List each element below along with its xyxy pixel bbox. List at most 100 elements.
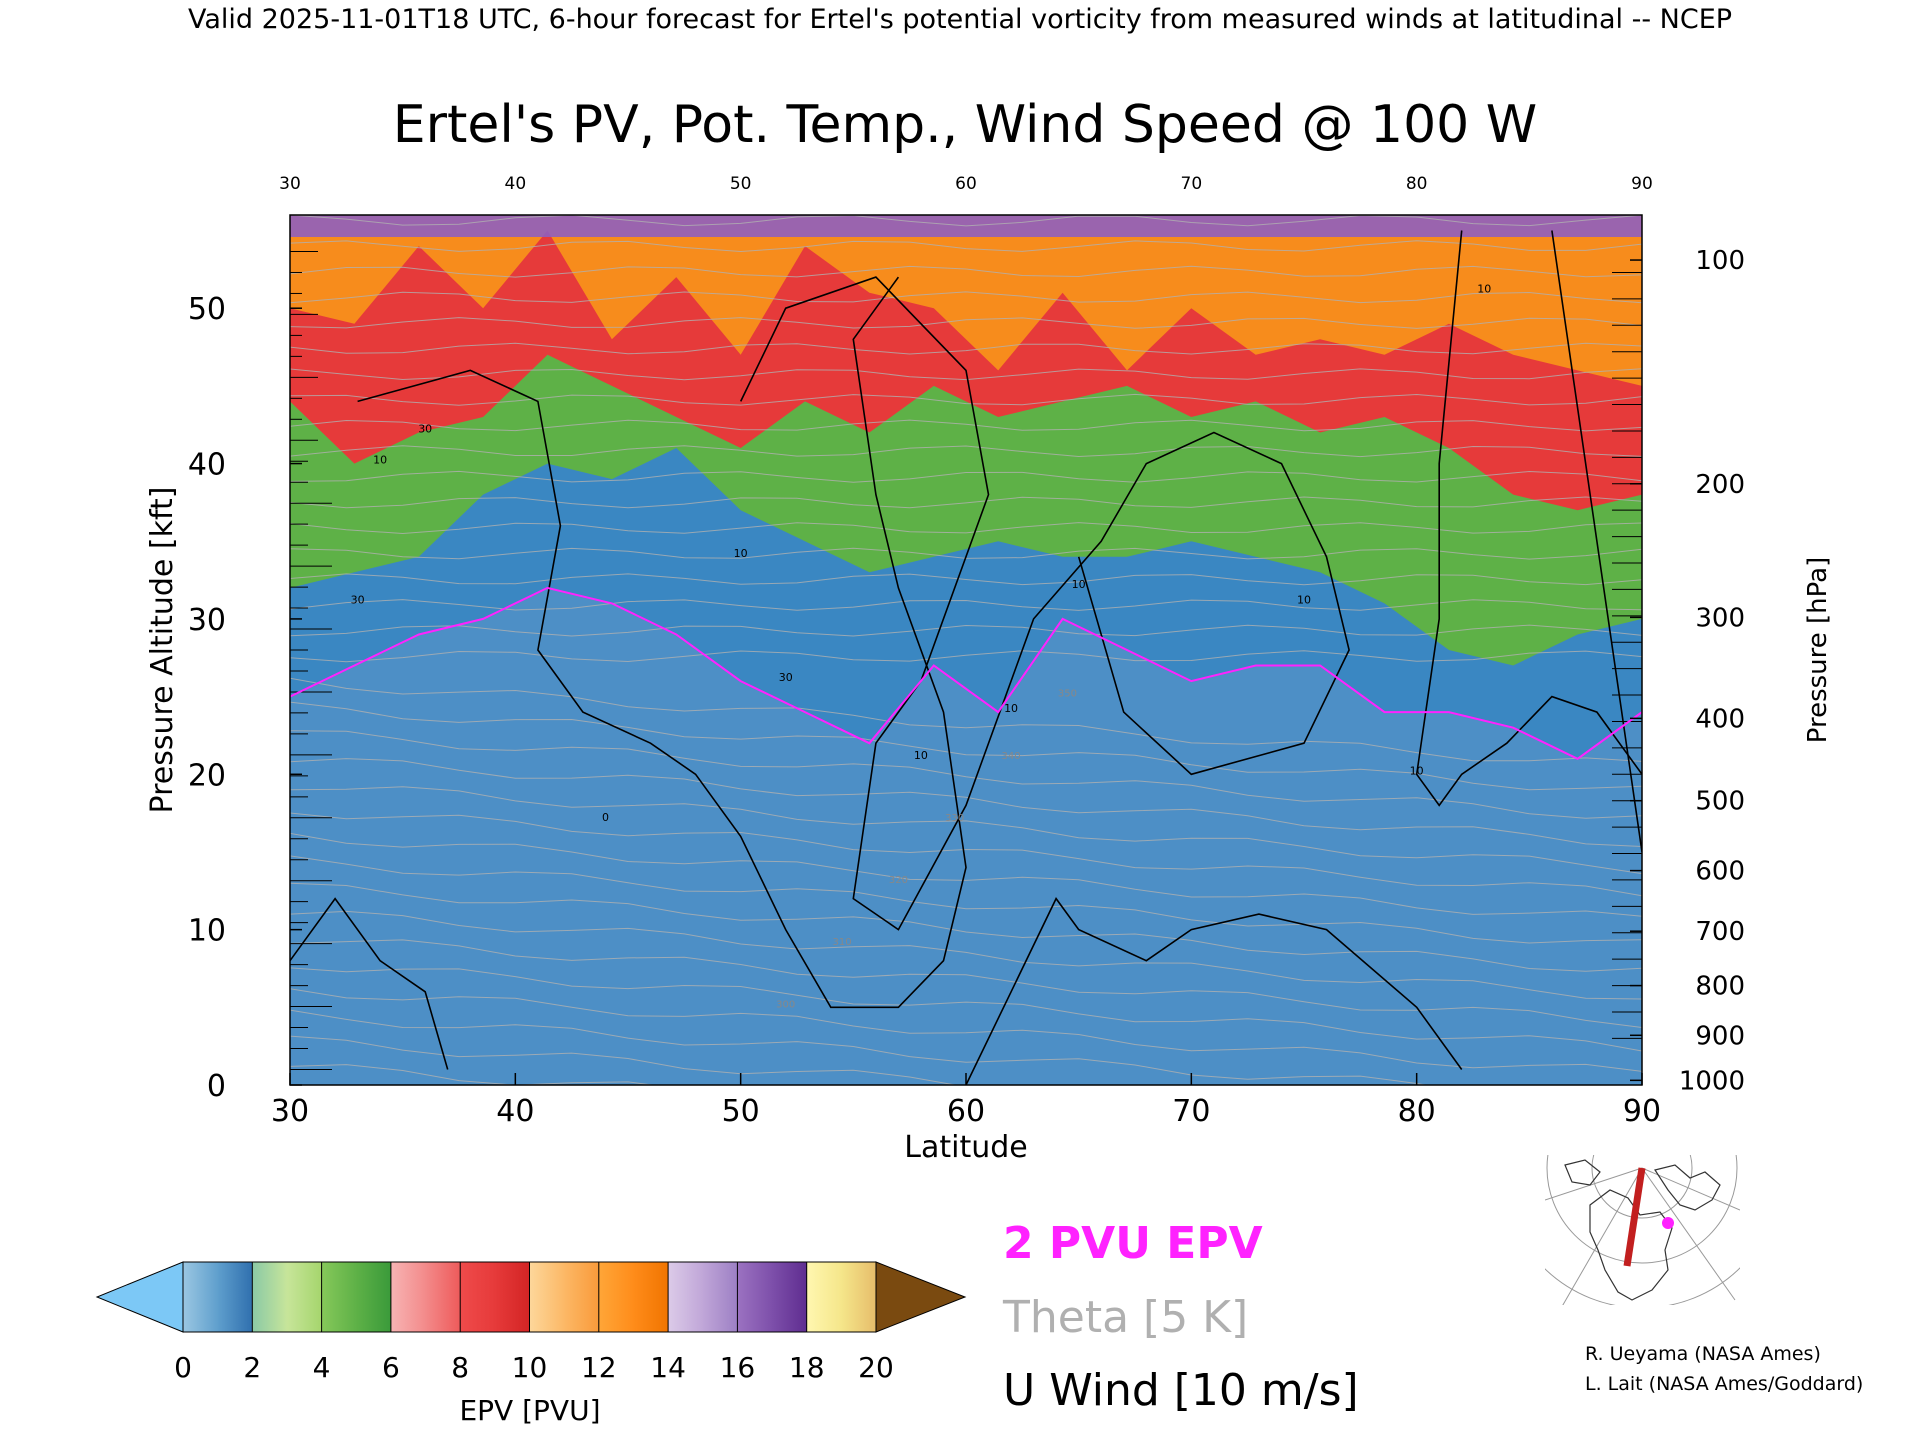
x-axis: 30 40 50 60 70 80 90: [271, 1073, 1661, 1129]
colorbar-tick-label: 10: [512, 1351, 548, 1384]
pressure-tick-label: 600: [1695, 857, 1745, 887]
plot-area: 10 30 10 30 10 10 10 10 10 0 30 10 300 310 320 330 340 35…: [289, 214, 1643, 1086]
colorbar-bin: [460, 1262, 496, 1332]
theta-line: [290, 265, 1642, 278]
theta-line: [290, 624, 1642, 637]
pressure-tick-label: 200: [1695, 470, 1745, 500]
wind-contour-label: 30: [351, 593, 365, 606]
wind-contour-subtropical-jet: [357, 276, 967, 1009]
map-coastline: [1564, 1159, 1601, 1186]
pressure-tick-label: 500: [1695, 787, 1745, 817]
x-tick-label: 40: [496, 1094, 534, 1129]
theta-line: [290, 573, 1642, 586]
theta-line: [290, 291, 1642, 304]
theta-line: [290, 812, 1642, 897]
colorbar-bin: [425, 1262, 461, 1332]
y-tick-label: 40: [188, 448, 226, 483]
theta-line: [290, 832, 1642, 917]
theta-line: [290, 599, 1642, 611]
wind-contour-label: 30: [779, 671, 793, 684]
theta-line: [290, 677, 1642, 762]
map-latitude-circle: [1591, 1155, 1693, 1219]
colorbar-label: EPV [PVU]: [459, 1394, 600, 1427]
legend: 2 PVU EPV Theta [5 K] U Wind [10 m/s]: [1002, 1218, 1359, 1416]
colorbar-tick-label: 8: [451, 1351, 469, 1384]
theta-label: 320: [889, 875, 908, 886]
wind-contour-label: 30: [418, 423, 432, 436]
theta-line: [290, 650, 1642, 663]
theta-line: [290, 855, 1642, 944]
header-text: Valid 2025-11-01T18 UTC, 6-hour forecast…: [188, 4, 1732, 35]
colorbar-bin: [737, 1262, 773, 1332]
colorbar-bin: [668, 1262, 704, 1332]
x-tick-label: 90: [1623, 1094, 1661, 1129]
theta-line: [290, 1035, 959, 1085]
x-axis-label: Latitude: [904, 1130, 1027, 1165]
colorbar-bin: [252, 1262, 288, 1332]
wind-contour-high-arctic: [1415, 230, 1642, 807]
colorbar-bin: [390, 1262, 427, 1332]
top-tick-label: 30: [279, 174, 301, 194]
colorbar-bin: [564, 1262, 600, 1332]
y-tick-label: 50: [188, 292, 226, 327]
top-tick-label: 70: [1181, 174, 1203, 194]
x-tick-label: 30: [271, 1094, 309, 1129]
theta-line: [290, 240, 1642, 253]
pressure-axis: 100 200 300 400 500 600 700 800 900 1000: [1630, 246, 1745, 1096]
colorbar-bin: [529, 1262, 565, 1332]
pressure-tick-label: 800: [1695, 972, 1745, 1002]
credit-2: L. Lait (NASA Ames/Goddard): [1585, 1373, 1863, 1395]
legend-wind: U Wind [10 m/s]: [1003, 1365, 1359, 1416]
colorbar-tick-label: 4: [313, 1351, 331, 1384]
theta-line: [290, 967, 1642, 1052]
colorbar-bin: [183, 1262, 219, 1332]
map-cross-section-line: [1623, 1167, 1646, 1267]
theta-line: [290, 317, 1642, 329]
colorbar-above-arrow: [875, 1261, 967, 1333]
x-tick-label: 60: [947, 1094, 985, 1129]
y-tick-label: 10: [188, 914, 226, 949]
theta-line: [290, 910, 1642, 1000]
colorbar-tick-label: 20: [858, 1351, 894, 1384]
chart-title: Ertel's PV, Pot. Temp., Wind Speed @ 100…: [393, 95, 1537, 155]
top-tick-label: 90: [1631, 174, 1653, 194]
theta-line: [290, 215, 1642, 227]
map-coastline: [1589, 1189, 1673, 1301]
wind-contour-edge-north: [1551, 230, 1642, 853]
wind-contour-label: 10: [1477, 283, 1491, 296]
pressure-tick-label: 400: [1695, 704, 1745, 734]
theta-line: [290, 419, 1642, 432]
pressure-tick-label: 1000: [1679, 1066, 1745, 1096]
x-tick-label: 80: [1398, 1094, 1436, 1129]
top-tick-label: 50: [730, 174, 752, 194]
colorbar-bin: [217, 1262, 253, 1332]
wind-contour-label: 10: [734, 547, 748, 560]
theta-label: 310: [833, 937, 852, 948]
theta-line: [290, 342, 1642, 355]
map-location-dot: [1662, 1217, 1674, 1229]
y2-axis-label: Pressure [hPa]: [1803, 557, 1833, 744]
map-latitude-circle: [1546, 1155, 1738, 1264]
x-tick-label: 70: [1172, 1094, 1210, 1129]
colorbar-ticks: 0 2 4 6 8 10 12 14 16 18 20: [174, 1351, 894, 1384]
theta-line: [290, 939, 1642, 1028]
colorbar-tick-label: 12: [581, 1351, 617, 1384]
y-tick-label: 30: [188, 603, 226, 638]
theta-line: [290, 522, 1642, 535]
x-tick-label: 50: [722, 1094, 760, 1129]
colorbar-bin: [806, 1262, 842, 1332]
wind-contour-label: 10: [914, 749, 928, 762]
wind-contour-low-level-2: [965, 897, 1463, 1085]
wind-contour-label: 10: [1072, 578, 1086, 591]
credit-1: R. Ueyama (NASA Ames): [1585, 1343, 1821, 1365]
colorbar-tick-label: 0: [174, 1351, 192, 1384]
colorbar-bin: [494, 1262, 530, 1332]
pressure-tick-label: 100: [1695, 246, 1745, 276]
colorbar-tick-label: 16: [720, 1351, 756, 1384]
pv-2pvu-line: [290, 586, 1642, 760]
theta-label: 350: [1058, 689, 1077, 700]
legend-epv: 2 PVU EPV: [1003, 1218, 1263, 1269]
theta-line: [290, 882, 1642, 972]
y-axis: 0 10 20 30 40 50: [188, 292, 302, 1104]
